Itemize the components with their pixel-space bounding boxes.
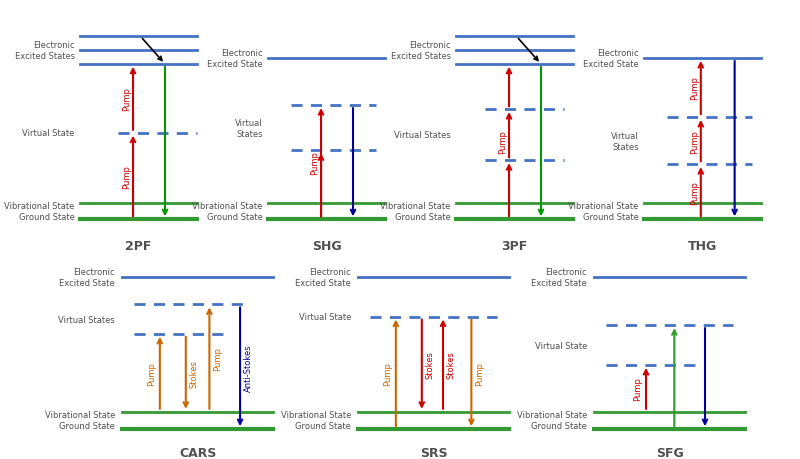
Text: Pump: Pump <box>690 76 698 100</box>
Text: Vibrational State
Ground State: Vibrational State Ground State <box>45 410 115 431</box>
Text: Vibrational State
Ground State: Vibrational State Ground State <box>281 410 351 431</box>
Text: 2PF: 2PF <box>126 239 152 252</box>
Text: Vibrational State
Ground State: Vibrational State Ground State <box>192 202 262 222</box>
Text: Stokes: Stokes <box>426 351 434 378</box>
Text: SFG: SFG <box>656 446 683 459</box>
Text: Pump: Pump <box>690 129 698 153</box>
Text: Electronic
Excited State: Electronic Excited State <box>531 267 587 287</box>
Text: SHG: SHG <box>312 239 342 252</box>
Text: Vibrational State
Ground State: Vibrational State Ground State <box>4 202 74 222</box>
Text: Virtual States: Virtual States <box>58 315 115 324</box>
Text: Pump: Pump <box>122 87 131 111</box>
Text: SRS: SRS <box>420 446 447 459</box>
Text: Electronic
Excited State: Electronic Excited State <box>295 267 351 287</box>
Text: Virtual State: Virtual State <box>22 129 74 138</box>
Text: Electronic
Excited State: Electronic Excited State <box>583 49 638 69</box>
Text: Pump: Pump <box>634 377 642 400</box>
Text: Vibrational State
Ground State: Vibrational State Ground State <box>380 202 450 222</box>
Text: Pump: Pump <box>498 130 507 154</box>
Text: Virtual
States: Virtual States <box>235 118 262 139</box>
Text: Vibrational State
Ground State: Vibrational State Ground State <box>517 410 587 431</box>
Text: Stokes: Stokes <box>190 359 198 387</box>
Text: Pump: Pump <box>475 361 484 385</box>
Text: CARS: CARS <box>179 446 216 459</box>
Text: Virtual States: Virtual States <box>394 131 450 140</box>
Text: Vibrational State
Ground State: Vibrational State Ground State <box>568 202 638 222</box>
Text: Virtual State: Virtual State <box>534 341 587 350</box>
Text: Pump: Pump <box>310 151 319 175</box>
Text: Pump: Pump <box>690 180 698 204</box>
Text: Virtual State: Virtual State <box>298 313 351 321</box>
Text: Anti-Stokes: Anti-Stokes <box>244 343 253 391</box>
Text: Pump: Pump <box>147 361 156 385</box>
Text: Electronic
Excited States: Electronic Excited States <box>14 41 74 61</box>
Text: Pump: Pump <box>213 347 222 370</box>
Text: Pump: Pump <box>383 361 392 385</box>
Text: Electronic
Excited State: Electronic Excited State <box>59 267 115 287</box>
Text: Pump: Pump <box>122 165 131 189</box>
Text: THG: THG <box>688 239 718 252</box>
Text: Electronic
Excited States: Electronic Excited States <box>390 41 450 61</box>
Text: Electronic
Excited State: Electronic Excited State <box>207 49 262 69</box>
Text: Stokes: Stokes <box>446 351 456 378</box>
Text: Virtual
States: Virtual States <box>611 131 638 151</box>
Text: 3PF: 3PF <box>502 239 528 252</box>
